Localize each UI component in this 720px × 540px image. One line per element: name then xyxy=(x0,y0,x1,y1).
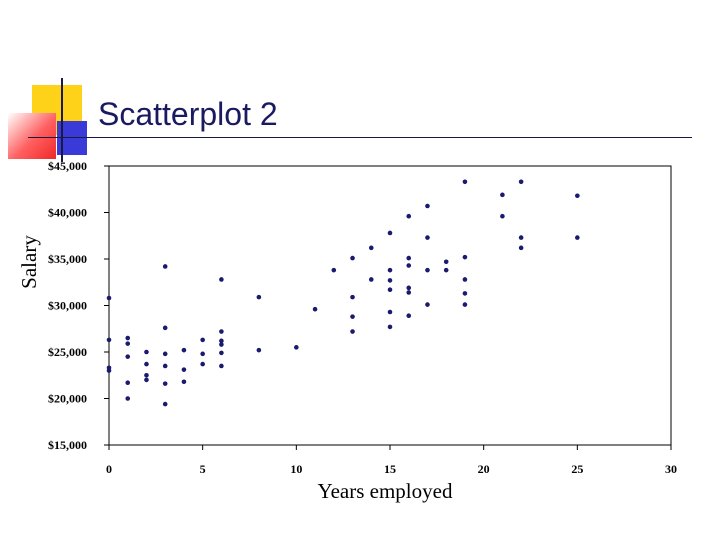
y-tick-label: $15,000 xyxy=(48,438,87,452)
data-point xyxy=(406,263,412,268)
data-point xyxy=(219,277,224,282)
data-point xyxy=(200,351,205,357)
data-point xyxy=(200,337,205,343)
data-point xyxy=(106,295,112,301)
data-point xyxy=(500,213,505,219)
data-point xyxy=(181,347,187,353)
x-tick-label: 0 xyxy=(106,462,112,476)
data-point xyxy=(368,277,374,282)
y-axis-title: Salary xyxy=(17,235,41,289)
data-point xyxy=(406,285,412,291)
data-point xyxy=(462,302,468,307)
data-point xyxy=(518,179,524,185)
plot-area xyxy=(108,165,672,446)
data-point xyxy=(162,264,168,269)
data-point xyxy=(219,342,224,347)
data-point xyxy=(350,294,355,300)
x-axis: 0 5 10 15 20 25 30 xyxy=(106,445,677,476)
data-point xyxy=(294,345,299,350)
data-point xyxy=(144,377,149,383)
y-tick-label: $40,000 xyxy=(48,206,87,220)
data-point xyxy=(462,291,468,296)
data-point xyxy=(575,193,580,199)
data-point xyxy=(387,287,393,292)
data-point xyxy=(256,294,262,300)
y-tick-label: $35,000 xyxy=(48,252,87,266)
data-point xyxy=(256,347,262,353)
data-point xyxy=(219,363,224,369)
slide-title: Scatterplot 2 xyxy=(98,96,278,132)
data-point xyxy=(162,363,168,369)
data-point xyxy=(406,313,412,319)
data-point xyxy=(125,341,131,346)
x-tick-label: 30 xyxy=(665,462,677,476)
data-point xyxy=(350,314,355,319)
data-point xyxy=(312,306,318,312)
data-point xyxy=(144,361,149,367)
data-point xyxy=(387,324,393,330)
data-point xyxy=(387,230,393,236)
data-point xyxy=(425,267,430,273)
decorative-vertical-line xyxy=(61,78,63,162)
data-point xyxy=(200,361,205,367)
y-tick-label: $25,000 xyxy=(48,345,87,359)
x-tick-label: 15 xyxy=(384,462,396,476)
x-tick-label: 20 xyxy=(478,462,490,476)
data-point xyxy=(162,325,168,331)
data-points xyxy=(106,179,580,407)
data-point xyxy=(162,381,168,386)
data-point xyxy=(162,401,168,407)
data-point xyxy=(518,245,524,251)
data-point xyxy=(425,203,430,209)
data-point xyxy=(162,351,168,357)
data-point xyxy=(462,277,468,282)
x-axis-title: Years employed xyxy=(318,479,453,503)
data-point xyxy=(443,267,449,273)
data-point xyxy=(406,255,412,261)
data-point xyxy=(387,278,393,283)
data-point xyxy=(350,255,355,261)
y-tick-label: $45,000 xyxy=(48,159,87,173)
data-point xyxy=(144,372,149,378)
data-point xyxy=(125,335,131,341)
title-underline xyxy=(28,137,692,138)
y-axis: $15,000 $20,000 $25,000 $30,000 $35,000 $40,0… xyxy=(48,159,109,452)
data-point xyxy=(125,354,131,359)
data-point xyxy=(462,254,468,260)
data-point xyxy=(368,245,374,251)
data-point xyxy=(443,259,449,265)
data-point xyxy=(331,267,337,273)
data-point xyxy=(219,329,224,334)
data-point xyxy=(406,290,412,295)
data-point xyxy=(125,396,131,401)
y-tick-label: $30,000 xyxy=(48,299,87,313)
data-point xyxy=(125,380,131,385)
data-point xyxy=(500,192,505,198)
data-point xyxy=(106,368,112,373)
data-point xyxy=(181,379,187,385)
data-point xyxy=(387,267,393,273)
decorative-red-square xyxy=(8,113,56,159)
x-tick-label: 10 xyxy=(290,462,302,476)
data-point xyxy=(219,338,224,344)
data-point xyxy=(106,337,112,343)
data-point xyxy=(350,329,355,334)
x-tick-label: 5 xyxy=(200,462,206,476)
data-point xyxy=(425,302,430,307)
y-tick-label: $20,000 xyxy=(48,392,87,406)
data-point xyxy=(575,235,580,240)
data-point xyxy=(406,213,412,219)
data-point xyxy=(462,179,468,185)
data-point xyxy=(219,350,224,356)
data-point xyxy=(518,235,524,240)
x-tick-label: 25 xyxy=(571,462,583,476)
data-point xyxy=(387,309,393,315)
data-point xyxy=(425,235,430,240)
data-point xyxy=(181,367,187,372)
data-point xyxy=(144,349,149,355)
